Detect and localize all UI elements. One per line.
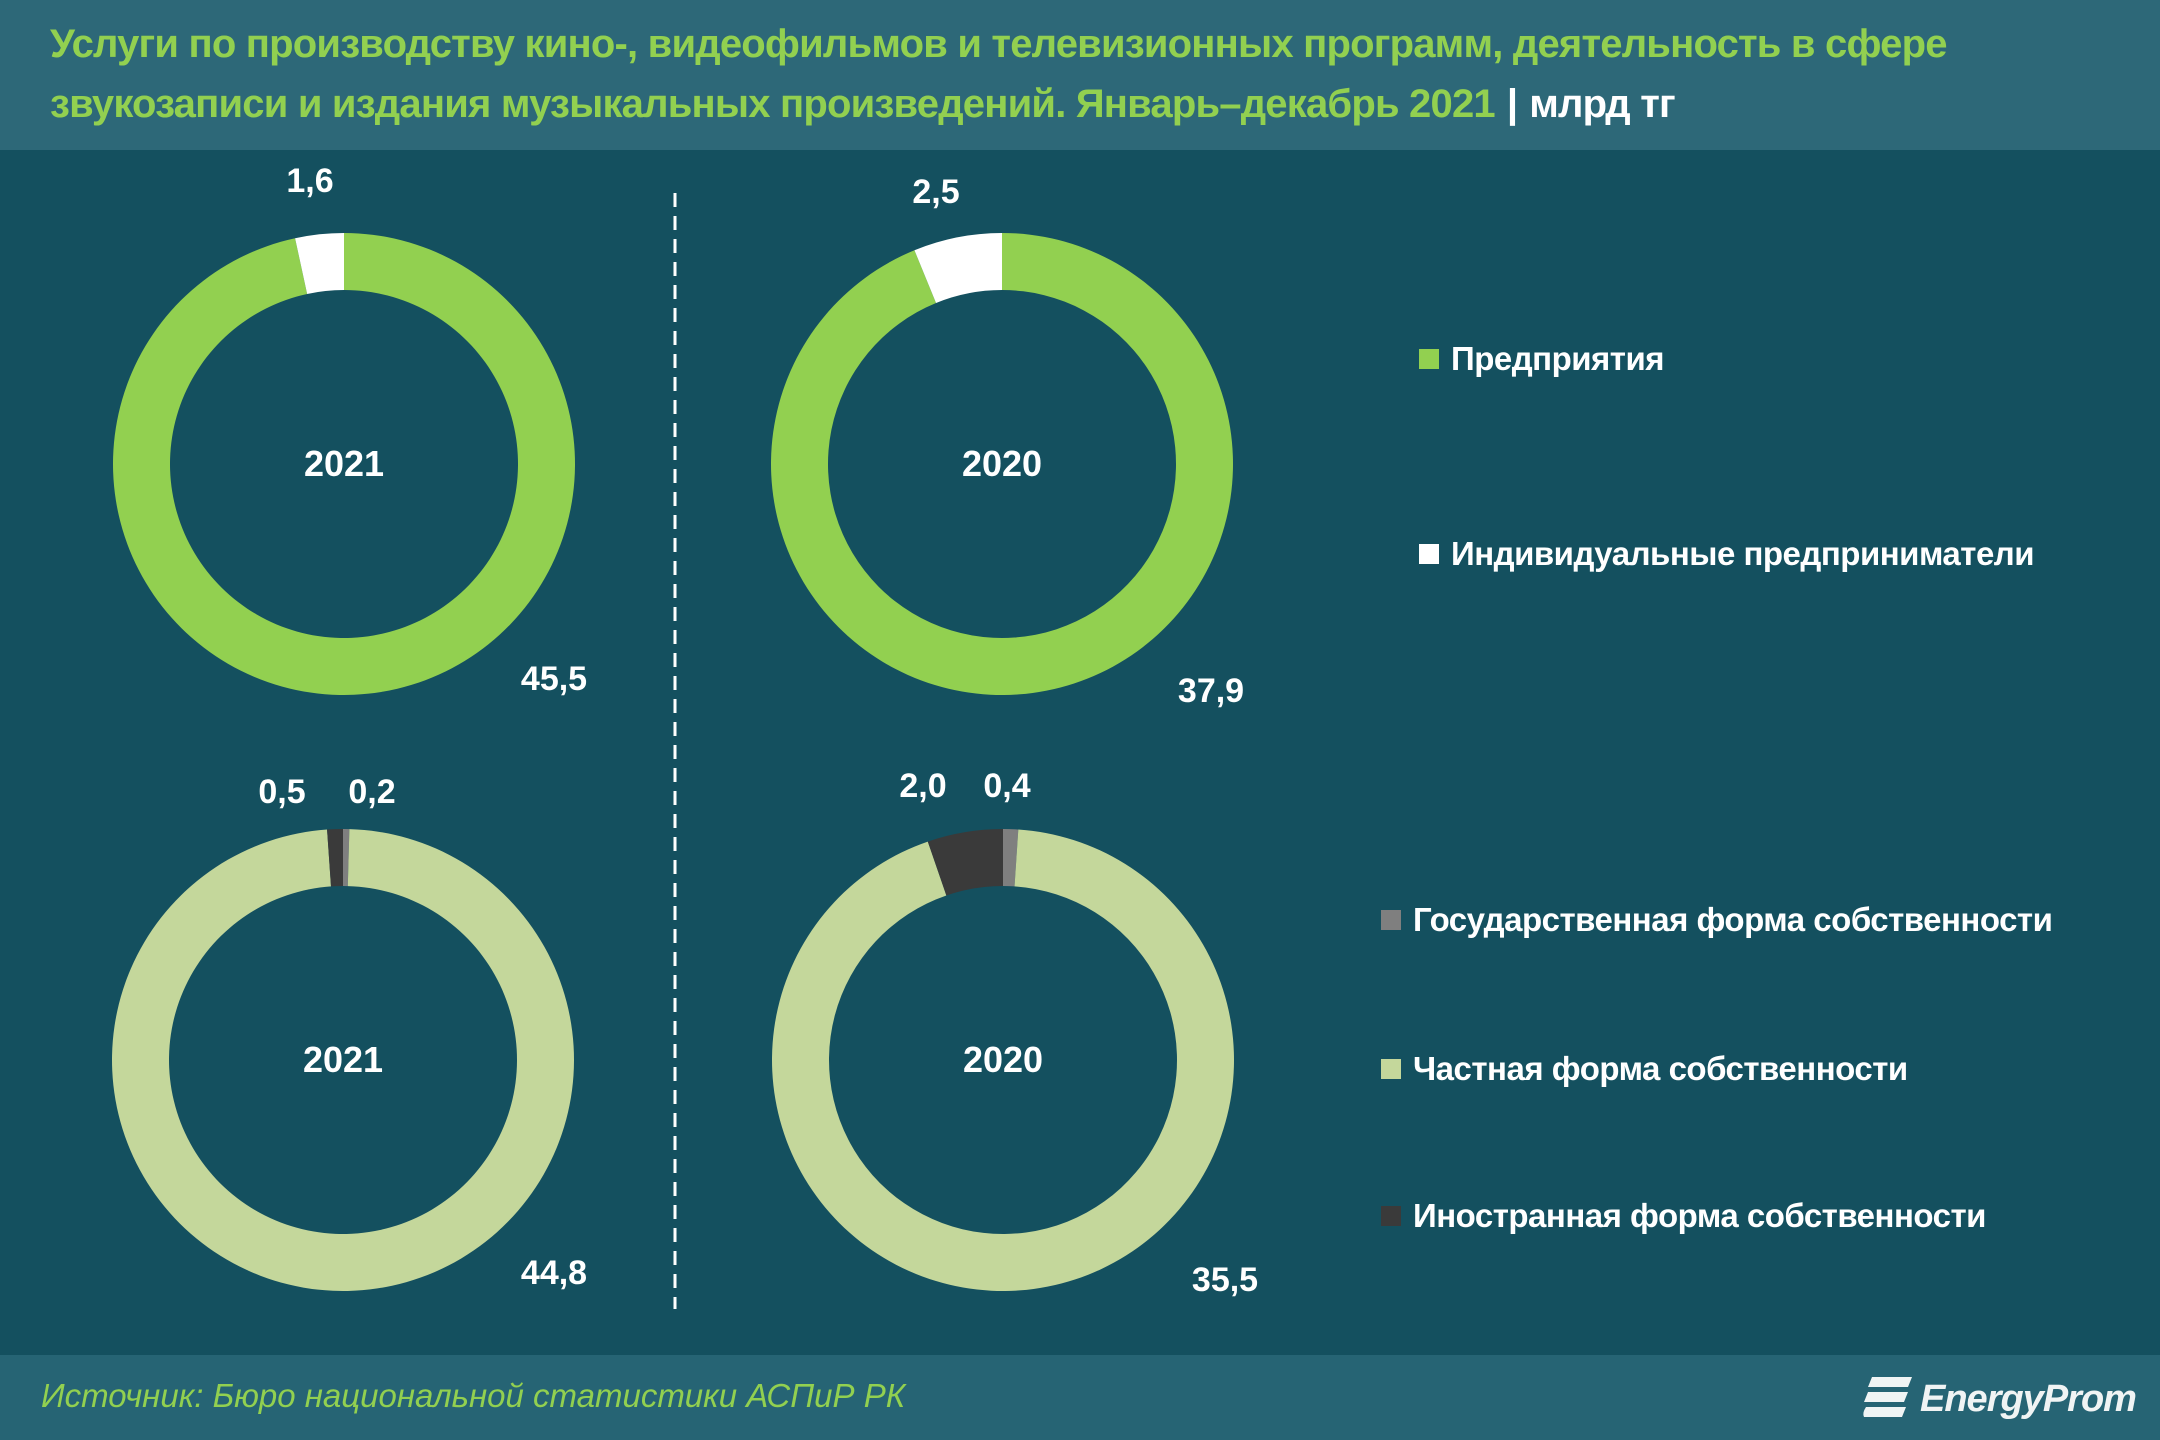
energyprom-logo: EnergyProm — [1862, 1369, 2137, 1429]
data-label: 0,4 — [983, 767, 1030, 805]
donut-slice — [327, 829, 343, 887]
data-label: 2,5 — [912, 173, 959, 211]
data-label: 37,9 — [1178, 672, 1244, 710]
legend-swatch — [1381, 1059, 1401, 1079]
legend-item-state-ownership: Государственная форма собственности — [1381, 901, 2053, 939]
legend-item-foreign-ownership: Иностранная форма собственности — [1381, 1197, 1986, 1235]
data-label: 2,0 — [899, 767, 946, 805]
legend-swatch — [1419, 544, 1439, 564]
donut-slice — [295, 233, 344, 294]
data-label: 0,5 — [258, 773, 305, 811]
legend-label: Частная форма собственности — [1413, 1050, 1908, 1087]
data-label: 1,6 — [286, 162, 333, 200]
donut-center-label: 2021 — [304, 443, 384, 484]
logo-icon — [1863, 1377, 1912, 1417]
legend-swatch — [1381, 910, 1401, 930]
legend-label: Индивидуальные предприниматели — [1451, 535, 2035, 572]
legend-swatch — [1381, 1206, 1401, 1226]
title-text: звукозаписи и издания музыкальных произв… — [50, 82, 1496, 126]
legend-item-enterprises: Предприятия — [1419, 340, 1665, 378]
title-separator: | — [1506, 82, 1518, 126]
logo-text: EnergyProm — [1920, 1377, 2137, 1420]
title-line-2: звукозаписи и издания музыкальных произв… — [50, 82, 1676, 127]
footer: Источник: Бюро национальной статистики А… — [0, 1355, 2160, 1440]
title-line-1: Услуги по производству кино-, видеофильм… — [50, 22, 1947, 66]
donut-center-label: 2020 — [962, 443, 1042, 484]
donut-charts: 45,5 1,6 2021 37,9 2,5 2020 0,2 44,8 0,5 2021 0,4 3… — [112, 162, 1258, 1309]
legend-item-private-ownership: Частная форма собственности — [1381, 1050, 1908, 1088]
header: Услуги по производству кино-, видеофильм… — [0, 0, 2160, 150]
legend-item-individual-entrepreneurs: Индивидуальные предприниматели — [1419, 535, 2035, 573]
source-text: Источник: Бюро национальной статистики А… — [41, 1377, 906, 1414]
donut-slice — [927, 829, 1003, 896]
legend-label: Предприятия — [1451, 340, 1665, 377]
unit-label: млрд тг — [1529, 82, 1675, 126]
data-label: 35,5 — [1192, 1261, 1258, 1299]
donut-slice — [1003, 829, 1019, 887]
data-label: 45,5 — [521, 660, 587, 698]
legend-swatch — [1419, 349, 1439, 369]
data-label: 0,2 — [348, 773, 395, 811]
legend-label: Государственная форма собственности — [1413, 901, 2053, 938]
data-label: 44,8 — [521, 1254, 587, 1292]
donut-center-label: 2020 — [963, 1039, 1043, 1080]
donut-slice — [343, 829, 350, 887]
donut-center-label: 2021 — [303, 1039, 383, 1080]
legend-label: Иностранная форма собственности — [1413, 1197, 1986, 1234]
donut-slice — [914, 233, 1002, 303]
